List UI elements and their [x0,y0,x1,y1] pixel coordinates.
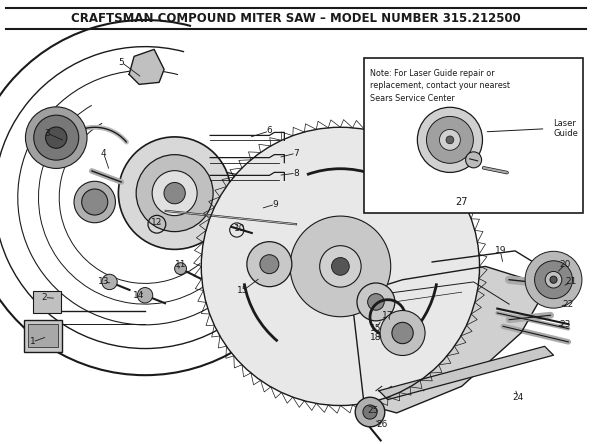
Circle shape [368,293,384,310]
Text: 18: 18 [370,333,382,342]
Text: 22: 22 [562,300,574,309]
Circle shape [545,271,562,288]
Circle shape [260,255,279,274]
Circle shape [426,116,474,163]
Bar [33,291,61,313]
Text: 8: 8 [293,169,299,178]
Text: 6: 6 [266,127,272,135]
Text: 11: 11 [175,260,186,269]
Bar [28,324,58,347]
Circle shape [46,127,67,148]
Circle shape [201,127,480,405]
Circle shape [357,283,395,321]
Circle shape [392,322,413,344]
Text: 26: 26 [376,420,388,428]
Text: 12: 12 [151,218,163,226]
Circle shape [118,137,231,250]
Circle shape [446,136,454,144]
Text: 13: 13 [98,278,110,286]
Text: 19: 19 [494,246,506,255]
Circle shape [355,397,385,427]
Text: Note: For Laser Guide repair or
replacement, contact your nearest
Sears Service : Note: For Laser Guide repair or replacem… [370,69,510,103]
Text: 5: 5 [118,58,124,67]
Circle shape [320,246,361,287]
Text: 10: 10 [234,224,246,233]
Polygon shape [379,346,554,400]
Text: 15: 15 [370,324,382,333]
Polygon shape [352,266,539,413]
Text: 27: 27 [455,197,468,207]
Text: 9: 9 [272,200,278,209]
Text: 2: 2 [41,293,47,302]
Circle shape [439,130,461,150]
Circle shape [465,152,482,168]
Circle shape [332,258,349,275]
Text: 7: 7 [293,149,299,158]
Circle shape [25,107,87,168]
Text: 20: 20 [559,260,571,269]
Text: 3: 3 [44,129,50,138]
Text: Laser
Guide: Laser Guide [554,119,578,139]
Circle shape [137,288,153,303]
Text: 14: 14 [133,291,145,300]
Circle shape [74,181,115,223]
Circle shape [82,189,108,215]
Text: 17: 17 [382,311,394,320]
Polygon shape [129,49,164,84]
Text: 25: 25 [367,406,379,415]
Circle shape [525,251,582,308]
Text: 24: 24 [512,393,524,402]
Circle shape [152,170,197,216]
Text: CRAFTSMAN COMPOUND MITER SAW – MODEL NUMBER 315.212500: CRAFTSMAN COMPOUND MITER SAW – MODEL NUM… [71,12,521,25]
Text: 1: 1 [30,337,36,346]
Circle shape [247,242,292,287]
Text: 21: 21 [565,278,577,286]
Circle shape [164,182,185,204]
Circle shape [290,216,391,317]
Bar [24,320,62,352]
Circle shape [34,115,79,160]
Text: 4: 4 [101,149,107,158]
Circle shape [102,274,117,289]
Bar [364,58,583,213]
Circle shape [136,155,213,232]
Circle shape [535,261,572,299]
Circle shape [417,107,482,172]
Circle shape [363,405,377,419]
Circle shape [380,310,425,356]
Text: 15: 15 [237,286,249,295]
Text: 23: 23 [559,320,571,329]
Circle shape [550,276,557,283]
Circle shape [175,263,186,274]
